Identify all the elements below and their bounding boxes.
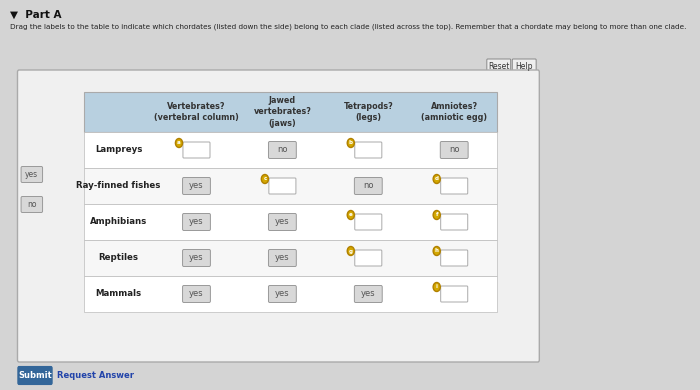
- Text: ▼  Part A: ▼ Part A: [10, 10, 61, 20]
- Circle shape: [433, 282, 440, 291]
- Text: f: f: [435, 213, 438, 218]
- FancyBboxPatch shape: [269, 213, 296, 230]
- FancyBboxPatch shape: [441, 286, 468, 302]
- FancyBboxPatch shape: [355, 142, 382, 158]
- FancyBboxPatch shape: [355, 214, 382, 230]
- FancyBboxPatch shape: [18, 70, 539, 362]
- Text: yes: yes: [189, 289, 204, 298]
- Text: no: no: [27, 200, 36, 209]
- Circle shape: [433, 211, 440, 220]
- FancyBboxPatch shape: [354, 285, 382, 303]
- Text: Ray-finned fishes: Ray-finned fishes: [76, 181, 161, 190]
- FancyBboxPatch shape: [183, 177, 211, 195]
- Text: a: a: [177, 140, 181, 145]
- FancyBboxPatch shape: [183, 142, 210, 158]
- FancyBboxPatch shape: [21, 167, 43, 183]
- FancyBboxPatch shape: [83, 240, 497, 276]
- Text: i: i: [435, 284, 438, 289]
- Circle shape: [347, 211, 354, 220]
- Text: Amniotes?
(amniotic egg): Amniotes? (amniotic egg): [421, 102, 487, 122]
- FancyBboxPatch shape: [512, 59, 536, 74]
- FancyBboxPatch shape: [18, 367, 52, 385]
- Text: g: g: [349, 248, 353, 254]
- FancyBboxPatch shape: [355, 250, 382, 266]
- Text: Mammals: Mammals: [95, 289, 141, 298]
- FancyBboxPatch shape: [441, 250, 468, 266]
- Text: yes: yes: [189, 181, 204, 190]
- Text: d: d: [435, 177, 439, 181]
- Text: Reset: Reset: [488, 62, 510, 71]
- FancyBboxPatch shape: [21, 197, 43, 213]
- FancyBboxPatch shape: [269, 142, 296, 158]
- FancyBboxPatch shape: [83, 132, 497, 168]
- FancyBboxPatch shape: [269, 178, 296, 194]
- FancyBboxPatch shape: [269, 250, 296, 266]
- Text: e: e: [349, 213, 353, 218]
- FancyBboxPatch shape: [83, 204, 497, 240]
- Circle shape: [347, 138, 354, 147]
- Circle shape: [261, 174, 269, 184]
- Text: Request Answer: Request Answer: [57, 371, 134, 380]
- Text: b: b: [349, 140, 353, 145]
- FancyBboxPatch shape: [83, 168, 497, 204]
- Circle shape: [433, 246, 440, 255]
- Circle shape: [176, 138, 183, 147]
- Text: Submit: Submit: [18, 371, 52, 380]
- FancyBboxPatch shape: [183, 250, 211, 266]
- FancyBboxPatch shape: [183, 285, 211, 303]
- FancyBboxPatch shape: [83, 276, 497, 312]
- Text: Help: Help: [515, 62, 533, 71]
- Text: h: h: [435, 248, 439, 254]
- FancyBboxPatch shape: [354, 177, 382, 195]
- Text: yes: yes: [189, 218, 204, 227]
- Text: yes: yes: [189, 254, 204, 262]
- Text: Amphibians: Amphibians: [90, 218, 147, 227]
- Text: Lampreys: Lampreys: [94, 145, 142, 154]
- FancyBboxPatch shape: [441, 214, 468, 230]
- Text: Jawed
vertebrates?
(jaws): Jawed vertebrates? (jaws): [253, 96, 312, 128]
- FancyBboxPatch shape: [486, 59, 511, 74]
- Text: yes: yes: [275, 254, 290, 262]
- Text: Drag the labels to the table to indicate which chordates (listed down the side) : Drag the labels to the table to indicate…: [10, 24, 686, 30]
- Text: yes: yes: [275, 289, 290, 298]
- Text: no: no: [363, 181, 374, 190]
- Circle shape: [433, 174, 440, 184]
- FancyBboxPatch shape: [269, 285, 296, 303]
- Text: Vertebrates?
(vertebral column): Vertebrates? (vertebral column): [154, 102, 239, 122]
- FancyBboxPatch shape: [441, 178, 468, 194]
- Text: yes: yes: [25, 170, 38, 179]
- Text: no: no: [449, 145, 459, 154]
- Text: Tetrapods?
(legs): Tetrapods? (legs): [344, 102, 393, 122]
- Circle shape: [347, 246, 354, 255]
- FancyBboxPatch shape: [183, 213, 211, 230]
- Text: c: c: [263, 177, 267, 181]
- FancyBboxPatch shape: [83, 92, 497, 132]
- Text: no: no: [277, 145, 288, 154]
- Text: yes: yes: [361, 289, 376, 298]
- Text: Reptiles: Reptiles: [99, 254, 139, 262]
- Text: yes: yes: [275, 218, 290, 227]
- FancyBboxPatch shape: [440, 142, 468, 158]
